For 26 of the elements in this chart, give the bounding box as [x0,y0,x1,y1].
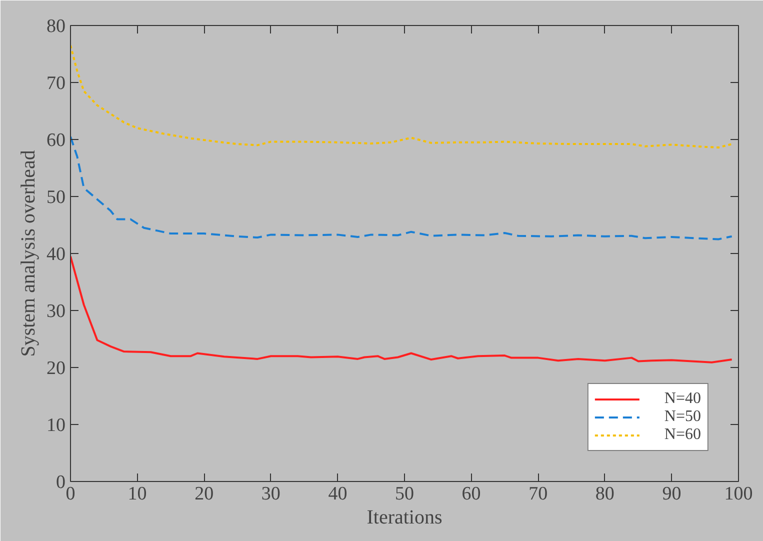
y-tick-label: 40 [46,244,66,265]
legend-label: N=50 [664,408,701,426]
line-series [70,255,733,364]
line-series [70,136,733,240]
x-tick-label: 60 [462,484,481,504]
x-tick-label: 50 [395,484,414,504]
x-tick-label: 80 [595,484,614,504]
y-tick-label: 80 [46,16,66,37]
y-tick-label: 50 [46,187,66,208]
y-axis-title: System analysis overhead [18,150,40,357]
x-tick-label: 30 [261,484,280,504]
x-axis-title: Iterations [366,506,442,528]
legend-label: N=40 [664,390,701,408]
x-tick-label: 70 [528,484,548,504]
x-tick-label: 90 [662,484,682,504]
y-tick-label: 20 [46,358,66,379]
legend-label: N=60 [664,426,701,444]
y-tick-label: 30 [46,301,66,322]
x-tick-label: 10 [128,484,147,504]
x-tick-label: 100 [724,484,753,504]
y-tick-label: 60 [46,130,66,151]
x-tick-label: 40 [328,484,348,504]
x-tick-label: 20 [194,484,214,504]
y-tick-label: 10 [46,415,66,436]
y-tick-label: 70 [46,73,66,94]
line-series [70,44,733,148]
